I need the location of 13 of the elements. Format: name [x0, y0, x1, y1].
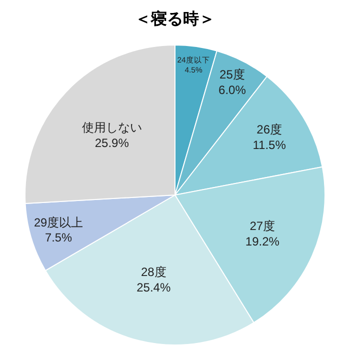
chart-title: ＜寝る時＞ [135, 10, 215, 28]
data-label: 6.0% [218, 83, 246, 98]
slice-label: 27度 [250, 218, 276, 233]
data-label: 7.5% [45, 230, 72, 245]
slice-label: 26度 [256, 122, 282, 136]
data-label: 25.4% [136, 280, 171, 295]
data-label: 19.2% [245, 234, 280, 248]
data-label: 25.9% [94, 136, 130, 150]
slice-label: 28度 [140, 265, 166, 280]
slice-label: 25度 [220, 68, 245, 82]
data-label: 11.5% [252, 138, 286, 152]
slice-label: 使用しない [82, 120, 142, 135]
slice-label: 29度以上 [34, 215, 84, 230]
